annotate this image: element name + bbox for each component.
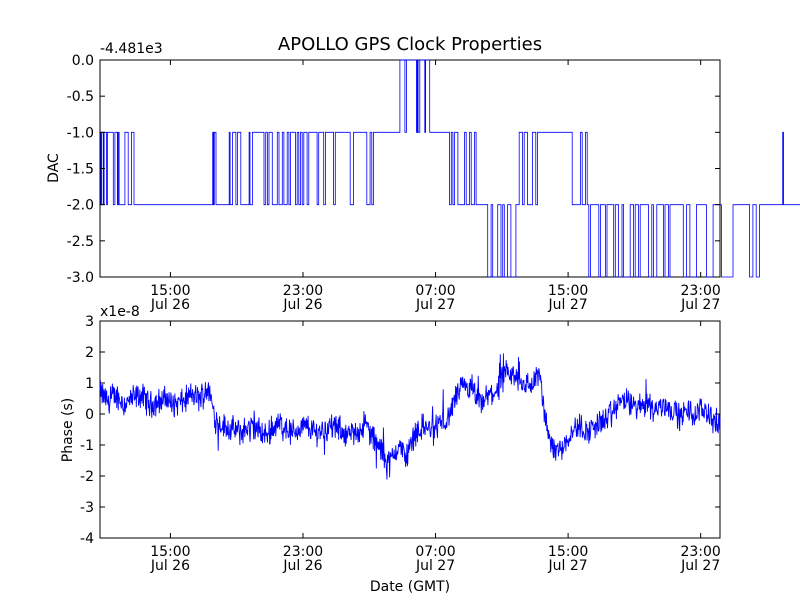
- phase-plot-frame: [99, 320, 721, 539]
- y-tick-label: -1.0: [67, 125, 94, 141]
- phase-line: [99, 353, 721, 480]
- x-tick-label-time: 15:00: [548, 544, 588, 560]
- y-tick-label: 2: [85, 345, 94, 361]
- x-tick-label-date: Jul 27: [680, 297, 720, 313]
- y-tick-label: -1: [80, 438, 94, 454]
- y-tick-label: -2.0: [67, 198, 94, 214]
- phase-y-axis-label: Phase (s): [60, 398, 76, 462]
- x-tick-label-date: Jul 27: [548, 558, 588, 574]
- y-tick-label: 0.0: [72, 53, 94, 69]
- y-tick-label: 3: [85, 314, 94, 330]
- y-tick-label: -3.0: [67, 270, 94, 286]
- x-tick-label-date: Jul 27: [415, 558, 455, 574]
- x-tick-label-date: Jul 26: [282, 558, 322, 574]
- x-tick-label-time: 23:00: [680, 283, 720, 299]
- x-tick-label-time: 23:00: [283, 544, 323, 560]
- x-tick-label-time: 07:00: [415, 283, 455, 299]
- chart-title: APOLLO GPS Clock Properties: [278, 34, 542, 55]
- x-tick-label-time: 15:00: [150, 544, 190, 560]
- x-tick-label-date: Jul 26: [150, 297, 190, 313]
- phase-offset-label: x1e-8: [100, 304, 140, 320]
- x-tick-label-time: 07:00: [415, 544, 455, 560]
- x-tick-label-date: Jul 27: [548, 297, 588, 313]
- dac-series: [100, 59, 800, 278]
- y-tick-label: -2.5: [67, 234, 94, 250]
- phase-series: [99, 353, 721, 480]
- x-tick-label-time: 23:00: [283, 283, 323, 299]
- y-tick-label: -4: [80, 531, 94, 547]
- x-tick-label-time: 15:00: [548, 283, 588, 299]
- x-tick-label-date: Jul 27: [415, 297, 455, 313]
- y-tick-label: 0: [85, 407, 94, 423]
- x-tick-label-date: Jul 26: [150, 558, 190, 574]
- x-tick-label-time: 23:00: [680, 544, 720, 560]
- x-tick-label-date: Jul 27: [680, 558, 720, 574]
- x-tick-label-date: Jul 26: [282, 297, 322, 313]
- dac-line: [100, 59, 800, 278]
- y-tick-label: 1: [85, 376, 94, 392]
- y-tick-label: -2: [80, 469, 94, 485]
- phase-y-ticks: 3 2 1 0 -1 -2 -3 -4: [80, 314, 720, 547]
- y-tick-label: -3: [80, 500, 94, 516]
- dac-y-axis-label: DAC: [46, 153, 62, 183]
- dac-plot-frame: [99, 59, 721, 278]
- dac-y-ticks: 0.0 -0.5 -1.0 -1.5 -2.0 -2.5 -3.0: [67, 53, 720, 286]
- dac-offset-label: -4.481e3: [100, 41, 163, 57]
- x-axis-label: Date (GMT): [370, 579, 450, 595]
- x-tick-label-time: 15:00: [150, 283, 190, 299]
- y-tick-label: -0.5: [67, 89, 94, 105]
- y-tick-label: -1.5: [67, 162, 94, 178]
